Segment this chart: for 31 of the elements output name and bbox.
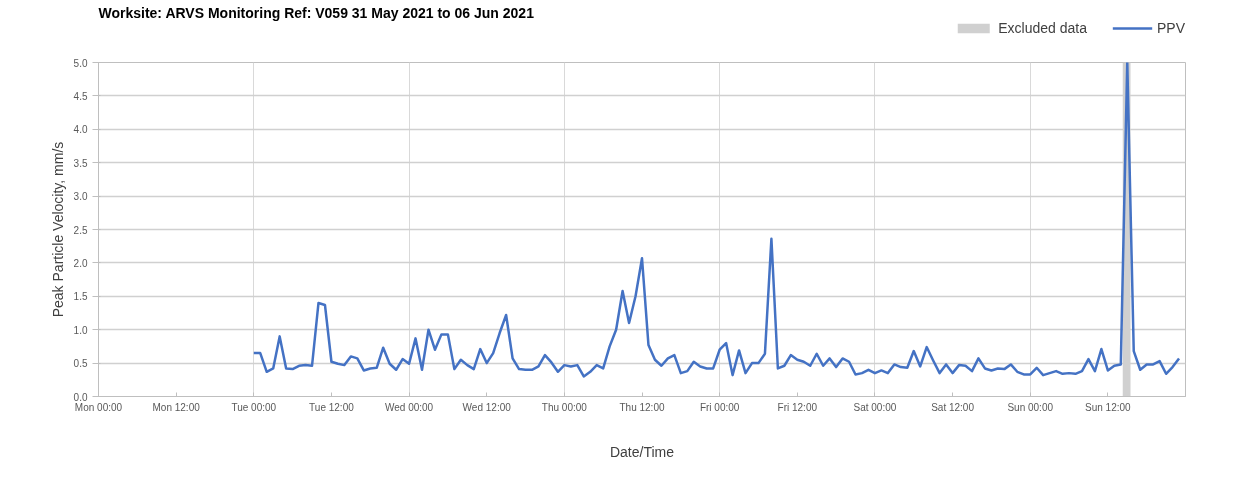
y-tick-label: 1.5 [73, 291, 88, 303]
x-tick-label: Tue 00:00 [231, 401, 277, 413]
y-tick-label: 0.5 [73, 358, 88, 370]
legend-label: Excluded data [998, 20, 1087, 36]
y-tick-label: 3.0 [73, 191, 88, 203]
x-tick-label: Mon 00:00 [74, 401, 123, 413]
x-tick-label: Wed 12:00 [462, 401, 512, 413]
x-tick-label: Tue 12:00 [309, 401, 355, 413]
legend-label: PPV [1156, 20, 1185, 36]
x-tick-label: Thu 00:00 [541, 401, 588, 413]
x-tick-label: Mon 12:00 [152, 401, 201, 413]
x-tick-label: Fri 00:00 [699, 401, 740, 413]
y-axis-title: Peak Particle Velocity, mm/s [49, 141, 66, 318]
y-tick-label: 4.0 [73, 124, 88, 136]
y-tick-label: 2.0 [73, 257, 88, 269]
x-axis-title: Date/Time [609, 443, 675, 460]
y-tick-label: 5.0 [73, 57, 88, 69]
x-tick-label: Sun 12:00 [1085, 401, 1132, 413]
y-tick-label: 0.0 [73, 391, 88, 403]
x-tick-label: Fri 12:00 [777, 401, 818, 413]
x-tick-label: Sat 12:00 [931, 401, 975, 413]
line-series [252, 62, 1181, 378]
chart-title: Worksite: ARVS Monitoring Ref: V059 31 May 2021 to 06 Jun 2021 [98, 4, 535, 21]
y-tick-label: 4.5 [73, 90, 88, 102]
x-tick-label: Wed 00:00 [384, 401, 434, 413]
y-tick-label: 1.0 [73, 324, 88, 336]
y-tick-label: 2.5 [73, 224, 88, 236]
y-tick-label: 3.5 [73, 157, 88, 169]
x-tick-label: Sun 00:00 [1007, 401, 1054, 413]
x-tick-label: Sat 00:00 [853, 401, 897, 413]
x-tick-label: Thu 12:00 [619, 401, 665, 413]
